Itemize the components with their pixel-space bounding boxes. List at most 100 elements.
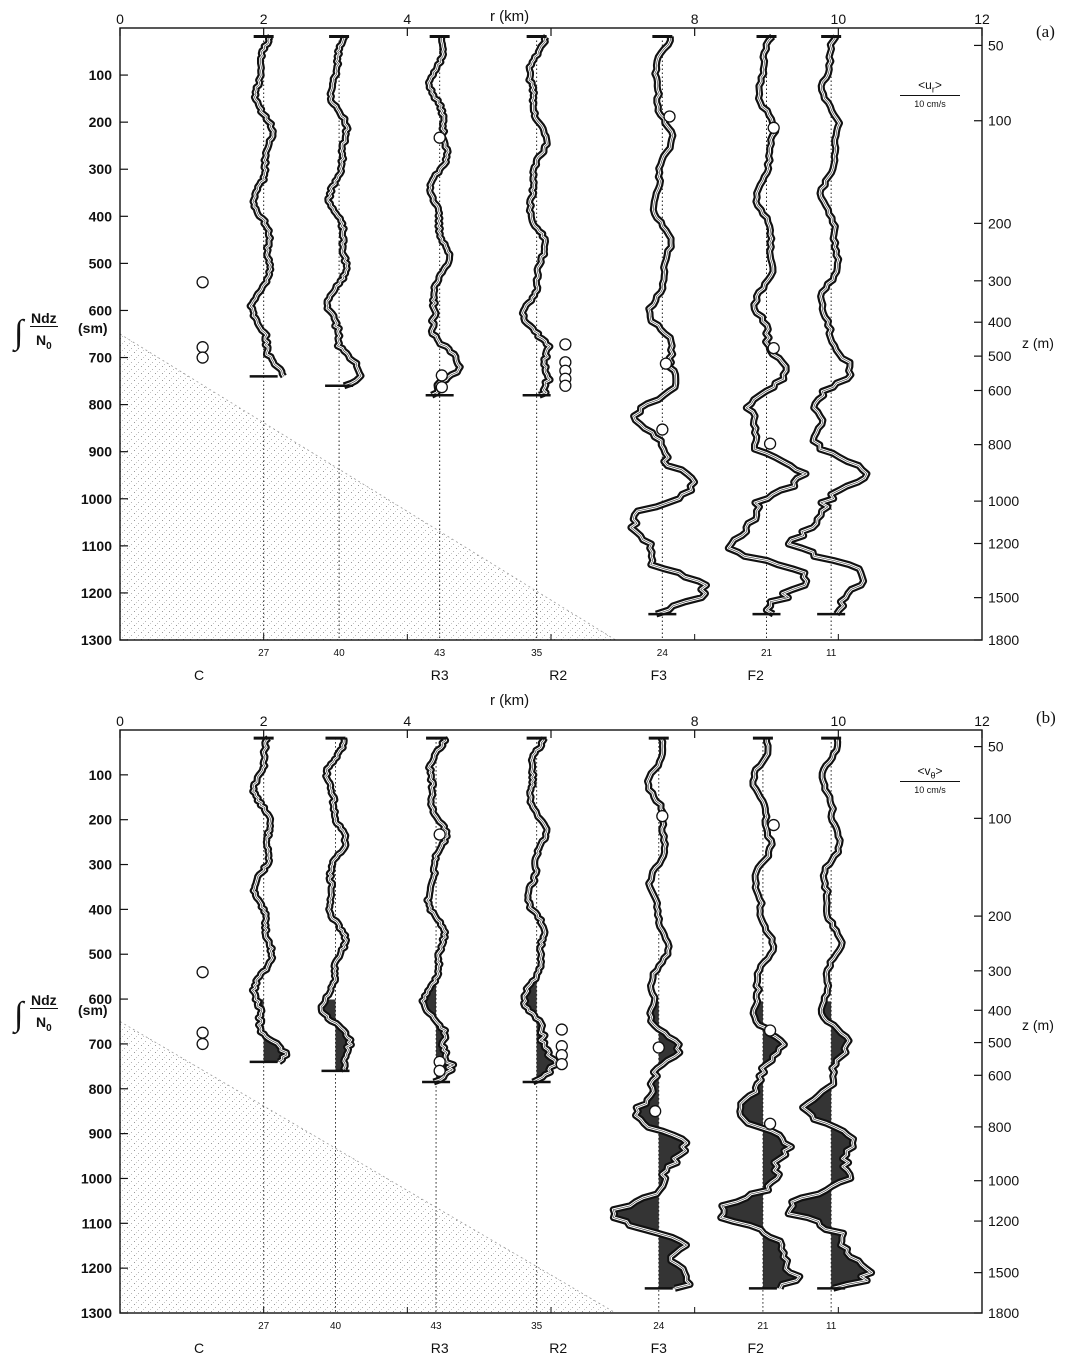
y-tick-label: 100 xyxy=(89,767,113,783)
cast-marker xyxy=(767,121,780,134)
scale-bar-quantity: <vθ> xyxy=(917,764,943,781)
station-label: R3 xyxy=(431,667,449,683)
profile-highlight xyxy=(727,35,808,616)
y-tick-label: 800 xyxy=(89,397,113,413)
cast-marker xyxy=(196,966,209,979)
panel-a: 0 2 4 8 10 1210020030040050060070080090010001… xyxy=(81,11,1020,683)
station-label: F2 xyxy=(748,667,765,683)
station-label: R2 xyxy=(549,667,567,683)
z-tick-label: 600 xyxy=(988,1067,1012,1083)
cast-marker xyxy=(433,828,446,841)
cast-marker xyxy=(433,1064,446,1077)
z-tick-label: 100 xyxy=(988,113,1012,129)
y-tick-label: 800 xyxy=(89,1081,113,1097)
cast-marker xyxy=(555,1057,568,1071)
panel-b-scale-bar: <vθ> 10 cm/s xyxy=(900,764,960,795)
profile-number-label: 24 xyxy=(657,648,669,659)
cast-marker xyxy=(196,1037,209,1051)
panel-b: 0 2 4 8 10 1210020030040050060070080090010001… xyxy=(81,713,1020,1356)
cast-marker xyxy=(555,1023,568,1036)
y-tick-label: 100 xyxy=(89,67,113,83)
y-tick-label: 400 xyxy=(89,208,113,224)
scale-bar-value: 10 cm/s xyxy=(914,785,946,796)
y-tick-label: 1200 xyxy=(81,585,112,601)
cast-marker xyxy=(763,1117,777,1130)
cast-marker xyxy=(656,809,669,823)
y-tick-label: 600 xyxy=(89,991,113,1007)
panel-a-right-axis-label: z (m) xyxy=(1022,335,1054,351)
station-label: F2 xyxy=(748,1340,765,1356)
z-tick-label: 50 xyxy=(988,37,1004,53)
z-tick-label: 50 xyxy=(988,739,1004,755)
profile-line xyxy=(523,737,557,1083)
profile-number-label: 27 xyxy=(258,1321,270,1332)
y-tick-label: 700 xyxy=(89,1036,113,1052)
y-tick-label: 1300 xyxy=(81,1305,112,1321)
z-tick-label: 500 xyxy=(988,1035,1012,1051)
station-label: F3 xyxy=(651,1340,668,1356)
profile-line xyxy=(428,36,461,396)
cast-marker xyxy=(435,381,448,394)
y-tick-label: 600 xyxy=(89,302,113,318)
scale-bar-line xyxy=(900,781,960,783)
station-label: R2 xyxy=(549,1340,567,1356)
z-tick-label: 600 xyxy=(988,382,1012,398)
cast-marker xyxy=(196,1026,209,1039)
profile-number-label: 21 xyxy=(761,648,773,659)
y-tick-label: 500 xyxy=(89,255,113,271)
seafloor-edge xyxy=(119,1021,616,1314)
station-label: F3 xyxy=(651,667,668,683)
z-tick-label: 300 xyxy=(988,273,1012,289)
station-label: C xyxy=(194,667,204,683)
y-tick-label: 300 xyxy=(89,857,113,873)
y-tick-label: 1100 xyxy=(82,538,113,554)
cast-marker xyxy=(196,351,209,364)
cast-marker xyxy=(649,1105,662,1118)
station-label: C xyxy=(194,1340,204,1356)
profile-line xyxy=(251,737,288,1063)
profile-band xyxy=(627,36,710,618)
profile-number-label: 24 xyxy=(653,1321,665,1332)
seafloor-edge xyxy=(119,333,616,641)
z-tick-label: 800 xyxy=(988,437,1012,453)
z-tick-label: 300 xyxy=(988,963,1012,979)
cast-marker xyxy=(763,1024,777,1037)
cast-marker xyxy=(663,110,676,123)
profile-fill xyxy=(788,1001,872,1289)
panel-a-label: (a) xyxy=(1036,22,1055,41)
z-tick-label: 800 xyxy=(988,1119,1012,1135)
cast-marker xyxy=(763,437,777,450)
x-tick-label: 12 xyxy=(974,713,990,729)
axis-label-numerator: Ndz xyxy=(30,310,58,327)
x-tick-label: 2 xyxy=(260,11,268,27)
profile-number-label: 27 xyxy=(258,648,270,659)
x-tick-label: 0 xyxy=(116,11,124,27)
profile-line xyxy=(720,738,801,1289)
y-tick-label: 1100 xyxy=(82,1215,113,1231)
scale-bar-value: 10 cm/s xyxy=(914,99,946,110)
z-tick-label: 1000 xyxy=(988,493,1019,509)
profile-highlight xyxy=(427,36,462,397)
axis-label-unit: (sm) xyxy=(78,320,108,336)
cast-marker xyxy=(767,341,780,355)
y-tick-label: 1000 xyxy=(81,491,112,507)
cast-marker xyxy=(559,338,572,351)
x-tick-label: 4 xyxy=(403,713,411,729)
axis-label-numerator: Ndz xyxy=(30,992,58,1009)
z-tick-label: 100 xyxy=(988,810,1012,826)
profile-line xyxy=(249,36,285,377)
profile-number-label: 40 xyxy=(334,648,346,659)
y-tick-label: 200 xyxy=(89,812,113,828)
cast-marker xyxy=(652,1041,665,1054)
profile-band xyxy=(520,736,560,1086)
panel-b-top-axis-label: r (km) xyxy=(490,692,530,709)
x-tick-label: 0 xyxy=(116,713,124,729)
y-tick-label: 900 xyxy=(89,1126,113,1142)
x-tick-label: 8 xyxy=(691,11,699,27)
y-tick-label: 400 xyxy=(89,901,113,917)
profile-number-label: 40 xyxy=(330,1321,342,1332)
profile-line xyxy=(612,737,691,1289)
z-tick-label: 1200 xyxy=(988,1213,1019,1229)
profile-line xyxy=(522,36,551,396)
